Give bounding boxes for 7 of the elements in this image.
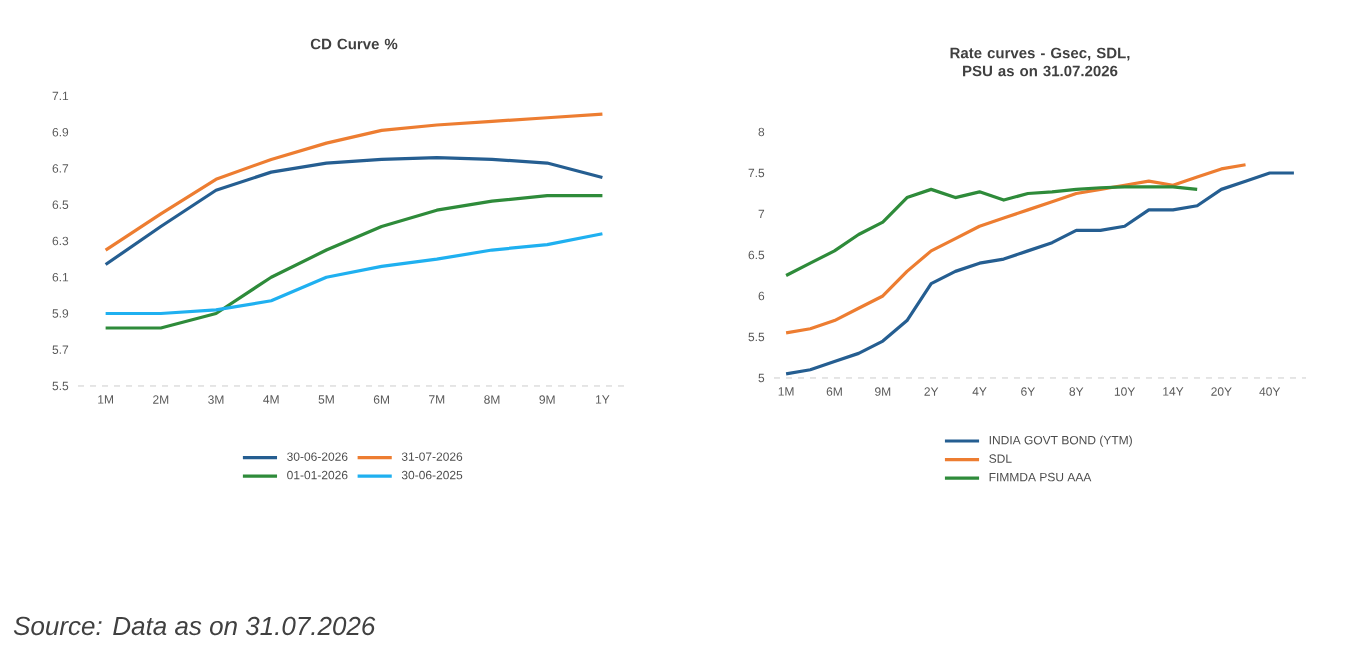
- line-series: [104, 112, 605, 252]
- line-series: [104, 156, 605, 267]
- line-series: [104, 232, 605, 316]
- line-series: [104, 194, 605, 330]
- line-series: [784, 171, 1296, 376]
- source-note: Source: Data as on 31.07.2026: [13, 616, 376, 636]
- line-series: [784, 163, 1248, 335]
